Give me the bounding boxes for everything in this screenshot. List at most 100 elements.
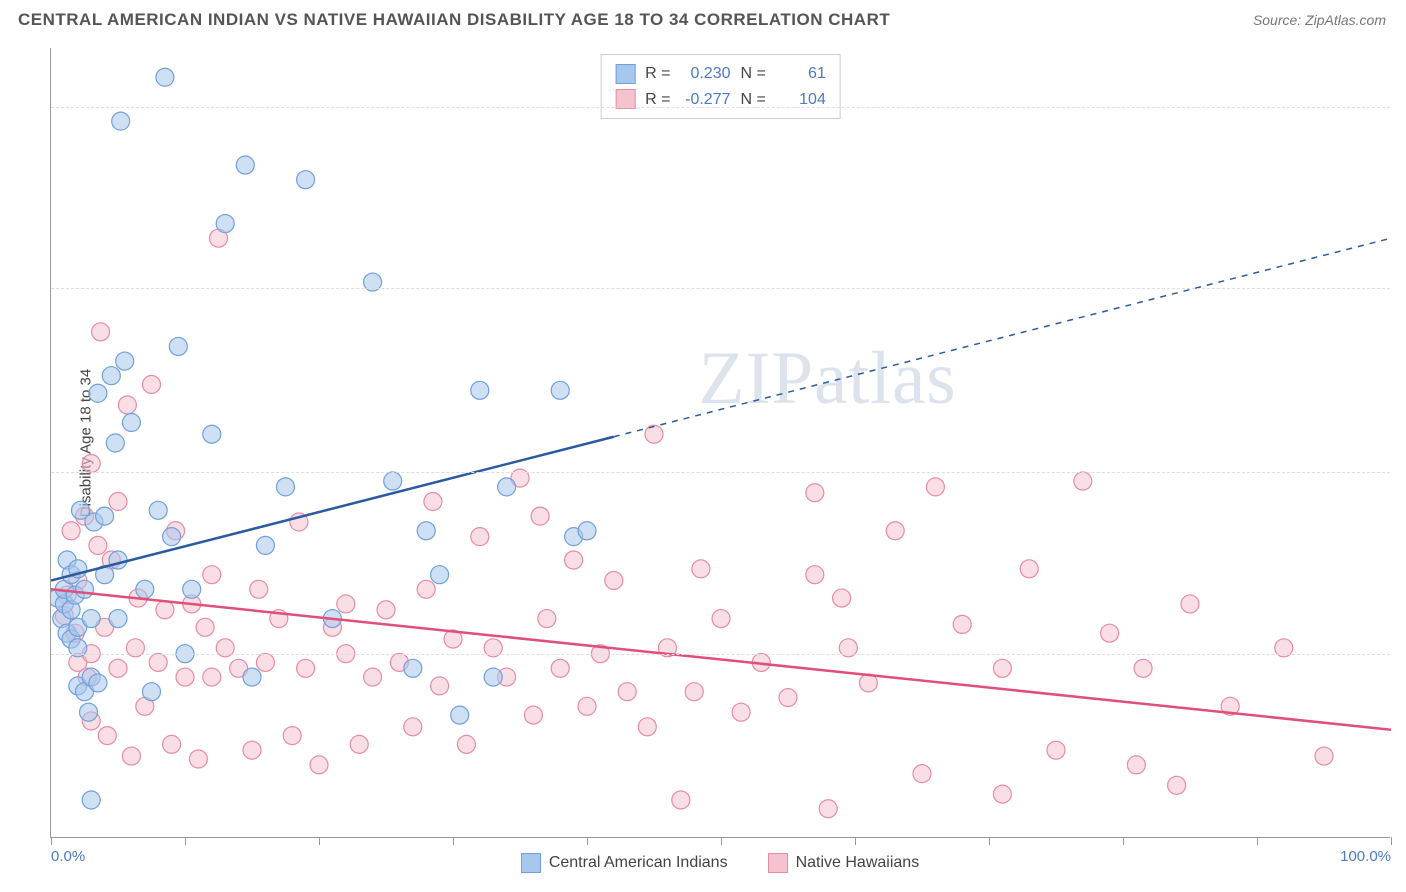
data-point: [256, 536, 274, 554]
scatter-svg: [51, 48, 1391, 838]
data-point: [471, 528, 489, 546]
data-point: [277, 478, 295, 496]
x-tick: [587, 837, 588, 845]
data-point: [189, 750, 207, 768]
data-point: [457, 735, 475, 753]
data-point: [1181, 595, 1199, 613]
data-point: [685, 683, 703, 701]
data-point: [163, 528, 181, 546]
x-tick: [51, 837, 52, 845]
data-point: [819, 800, 837, 818]
data-point: [297, 171, 315, 189]
stat-n-label-a: N =: [741, 61, 766, 87]
data-point: [203, 566, 221, 584]
data-point: [1101, 624, 1119, 642]
data-point: [350, 735, 368, 753]
data-point: [176, 668, 194, 686]
data-point: [109, 610, 127, 628]
source-name: ZipAtlas.com: [1305, 12, 1386, 28]
data-point: [779, 689, 797, 707]
x-tick: [855, 837, 856, 845]
data-point: [1315, 747, 1333, 765]
x-tick: [1123, 837, 1124, 845]
legend-item-b: Native Hawaiians: [768, 853, 920, 873]
stat-r-value-a: 0.230: [681, 61, 731, 87]
data-point: [143, 683, 161, 701]
data-point: [926, 478, 944, 496]
data-point: [377, 601, 395, 619]
data-point: [243, 741, 261, 759]
data-point: [538, 610, 556, 628]
stat-n-value-a: 61: [776, 61, 826, 87]
x-tick: [453, 837, 454, 845]
legend-label-b: Native Hawaiians: [796, 854, 920, 872]
data-point: [80, 703, 98, 721]
x-tick: [1257, 837, 1258, 845]
data-point: [89, 674, 107, 692]
data-point: [236, 156, 254, 174]
bottom-legend: Central American Indians Native Hawaiian…: [50, 853, 1390, 873]
chart-title: CENTRAL AMERICAN INDIAN VS NATIVE HAWAII…: [18, 10, 890, 30]
chart-area: Disability Age 18 to 34 ZIPatlas R = 0.2…: [50, 48, 1390, 838]
data-point: [283, 727, 301, 745]
data-point: [196, 618, 214, 636]
data-point: [484, 668, 502, 686]
data-point: [471, 381, 489, 399]
stat-n-value-b: 104: [776, 87, 826, 113]
x-tick: [1391, 837, 1392, 845]
data-point: [806, 566, 824, 584]
data-point: [531, 507, 549, 525]
data-point: [122, 747, 140, 765]
data-point: [1020, 560, 1038, 578]
data-point: [156, 68, 174, 86]
stat-r-label-b: R =: [645, 87, 670, 113]
stats-row-b: R = -0.277 N = 104: [615, 87, 826, 113]
data-point: [417, 580, 435, 598]
data-point: [216, 215, 234, 233]
stat-r-value-b: -0.277: [681, 87, 731, 113]
gridline: [51, 654, 1390, 655]
data-point: [149, 653, 167, 671]
data-point: [183, 580, 201, 598]
data-point: [89, 536, 107, 554]
data-point: [76, 580, 94, 598]
data-point: [993, 785, 1011, 803]
trend-line-a: [51, 437, 614, 581]
data-point: [913, 765, 931, 783]
data-point: [116, 352, 134, 370]
legend-item-a: Central American Indians: [521, 853, 728, 873]
legend-swatch-a: [521, 853, 541, 873]
data-point: [250, 580, 268, 598]
data-point: [732, 703, 750, 721]
data-point: [498, 478, 516, 496]
data-point: [638, 718, 656, 736]
source-attribution: Source: ZipAtlas.com: [1253, 12, 1386, 28]
data-point: [645, 425, 663, 443]
data-point: [109, 659, 127, 677]
data-point: [62, 522, 80, 540]
data-point: [156, 601, 174, 619]
data-point: [424, 493, 442, 511]
data-point: [297, 659, 315, 677]
x-tick: [319, 837, 320, 845]
source-prefix: Source:: [1253, 12, 1305, 28]
data-point: [692, 560, 710, 578]
data-point: [618, 683, 636, 701]
data-point: [109, 493, 127, 511]
gridline: [51, 107, 1390, 108]
data-point: [98, 727, 116, 745]
data-point: [1168, 776, 1186, 794]
data-point: [149, 501, 167, 519]
data-point: [364, 668, 382, 686]
data-point: [417, 522, 435, 540]
data-point: [524, 706, 542, 724]
stats-legend-box: R = 0.230 N = 61 R = -0.277 N = 104: [600, 54, 841, 119]
legend-swatch-b: [768, 853, 788, 873]
data-point: [118, 396, 136, 414]
data-point: [143, 375, 161, 393]
data-point: [310, 756, 328, 774]
data-point: [112, 112, 130, 130]
data-point: [337, 595, 355, 613]
data-point: [136, 580, 154, 598]
stat-r-label-a: R =: [645, 61, 670, 87]
